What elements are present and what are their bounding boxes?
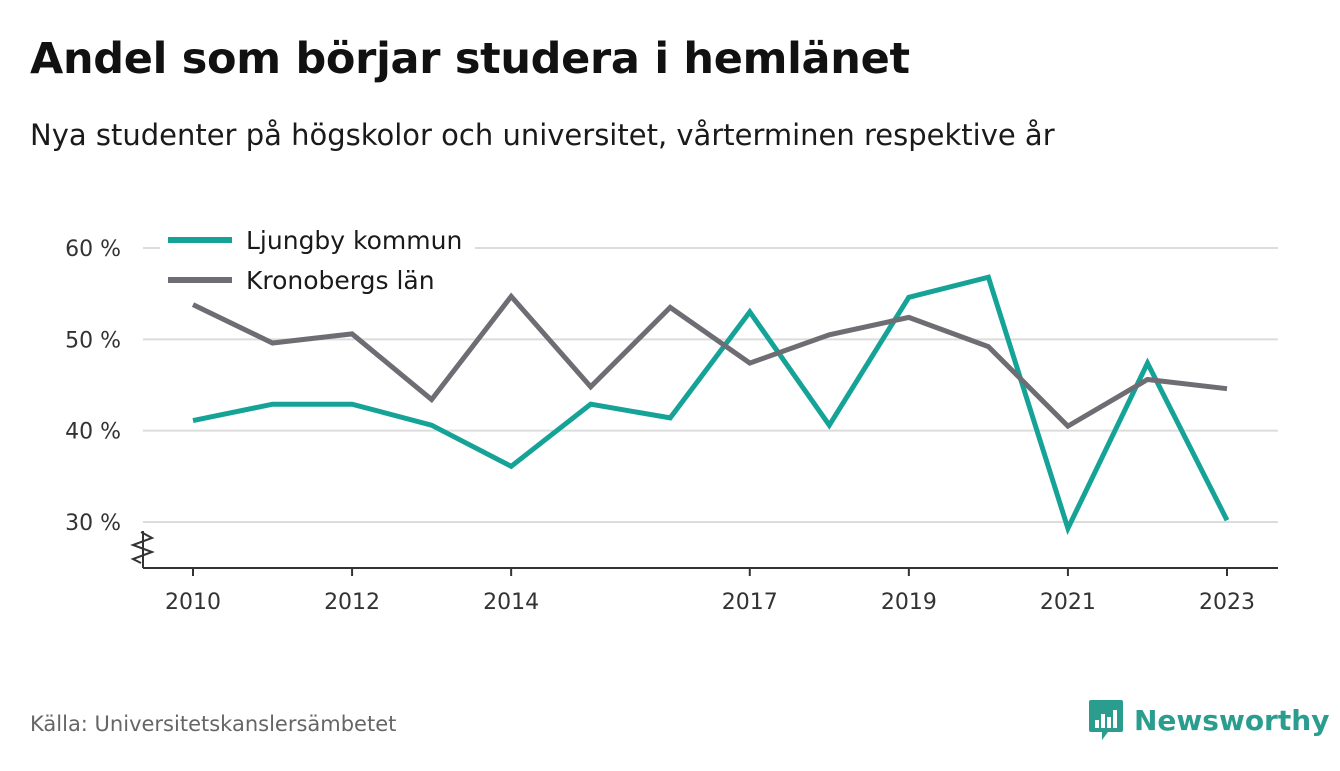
x-tick-label: 2012 [324, 590, 380, 615]
legend-label: Ljungby kommun [246, 226, 462, 255]
x-tick-label: 2014 [483, 590, 539, 615]
y-tick-label: 30 % [65, 511, 121, 536]
y-tick-label: 60 % [65, 237, 121, 262]
chart-title: Andel som börjar studera i hemlänet [30, 34, 910, 84]
newsworthy-logo-icon [1089, 700, 1123, 740]
brand-name: Newsworthy [1134, 703, 1330, 737]
x-tick-label: 2023 [1199, 590, 1255, 615]
y-tick-label: 50 % [65, 328, 121, 353]
series-line-2 [191, 292, 1228, 430]
legend-background [160, 220, 475, 302]
x-tick-label: 2010 [165, 590, 221, 615]
series-line-1 [192, 274, 1230, 536]
brand-logo: Newsworthy [1088, 698, 1329, 742]
chart-subtitle: Nya studenter på högskolor och universit… [30, 118, 1055, 152]
source-note: Källa: Universitetskanslersämbetet [30, 712, 397, 736]
x-tick-label: 2021 [1040, 590, 1096, 615]
y-tick-label: 40 % [65, 420, 121, 445]
axis-break-icon [130, 531, 155, 564]
legend-label: Kronobergs län [246, 266, 435, 295]
x-tick-label: 2017 [722, 590, 778, 615]
line-chart: 30 % 40 % 50 % 60 % 2010 2012 2014 2017 2019 2021… [65, 220, 1278, 615]
x-tick-label: 2019 [881, 590, 937, 615]
